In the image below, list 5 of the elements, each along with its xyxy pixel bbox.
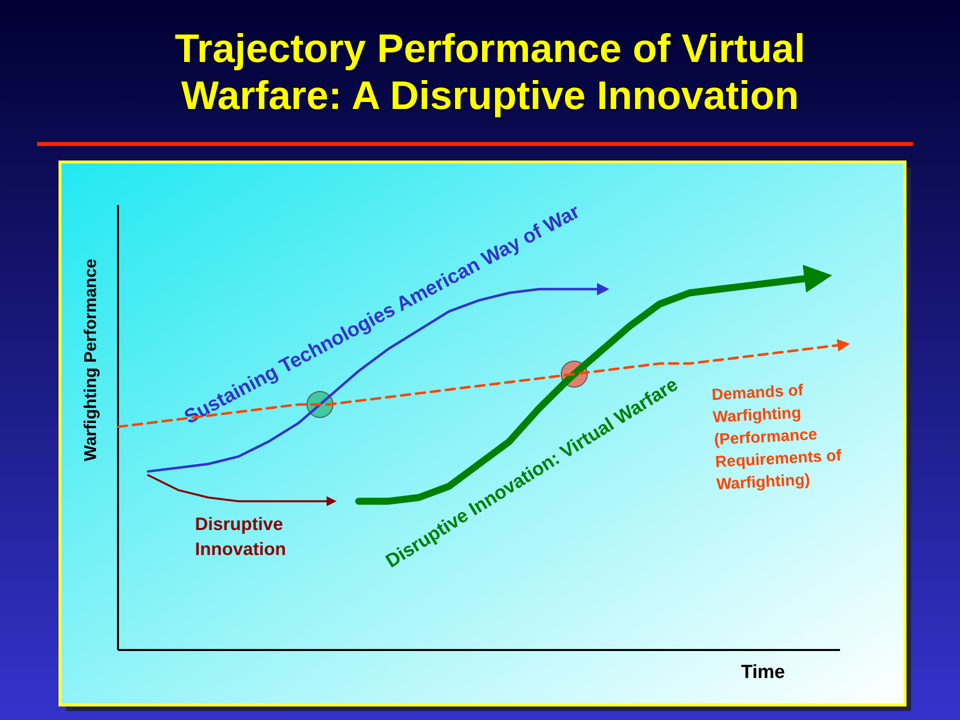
y-axis-title: Warfighting Performance — [81, 258, 100, 462]
series-label: Demands of Warfighting (Performance Requirements of Warfighting) — [711, 382, 842, 494]
x-axis-title: Time — [740, 662, 786, 683]
chart-title: Trajectory Performance of Virtual Warfare: A Disruptive Innovation — [174, 27, 806, 118]
series-label: Disruptive Innovation — [195, 514, 286, 560]
